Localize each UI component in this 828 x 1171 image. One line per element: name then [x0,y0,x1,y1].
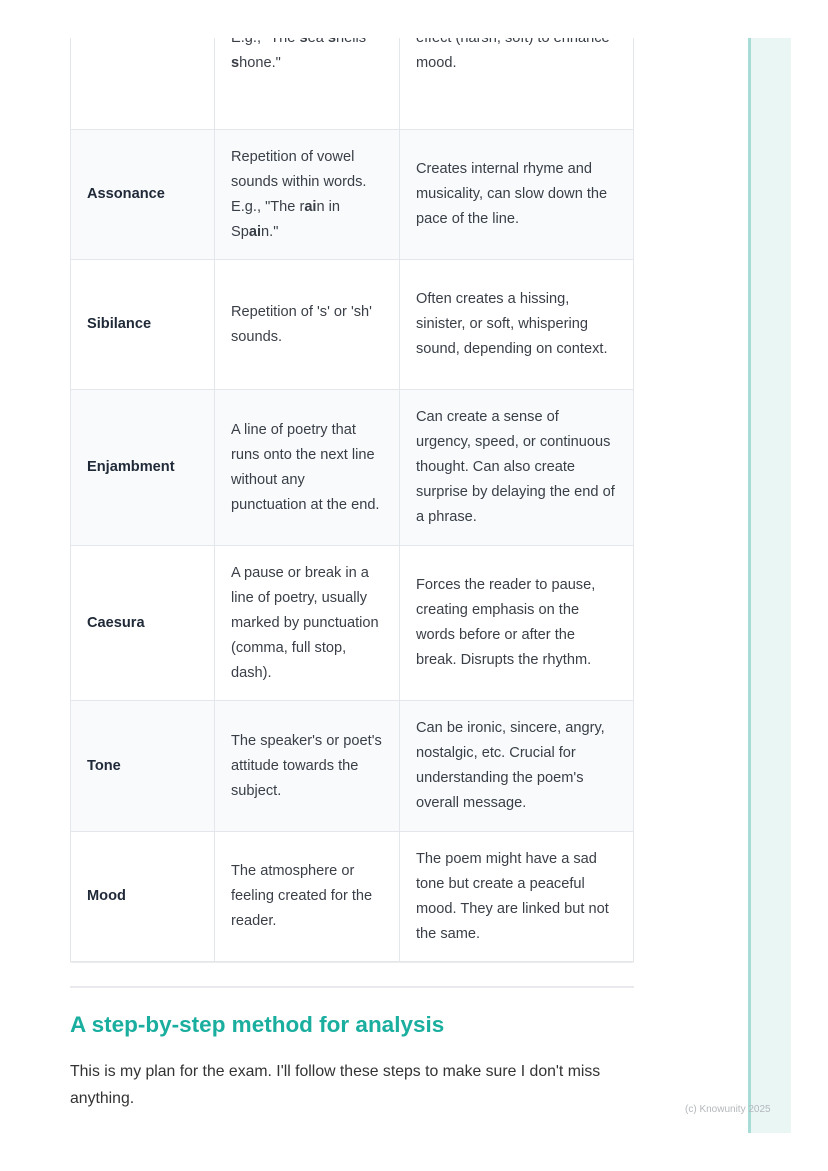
effect-cell: Can be ironic, sincere, angry, nostalgic… [399,700,634,832]
copyright-footer: (c) Knowunity 2025 [685,1104,771,1115]
term-cell: Sibilance [70,259,215,390]
definition-cell: consonant sounds. E.g., "The sea shells … [214,38,400,130]
term-cell: Tone [70,700,215,832]
emphasized-letters: ai [248,223,262,240]
definition-cell: The speaker's or poet's attitude towards… [214,700,400,832]
definition-cell: A line of poetry that runs onto the next… [214,389,400,546]
definition-text: Repetition of 's' or 'sh' sounds. [231,303,372,345]
definition-text: The speaker's or poet's attitude towards… [231,732,382,799]
table-row: Caesura A pause or break in a line of poe… [70,545,634,701]
definition-text: The atmosphere or feeling created for th… [231,863,373,929]
table-row: Sibilance Repetition of 's' or 'sh' sound… [70,259,634,390]
effect-cell: The poem might have a sad tone but creat… [399,831,634,962]
term-cell: Mood [70,831,215,962]
definition-text: n." [261,223,279,240]
effect-cell: Forces the reader to pause, creating emp… [399,545,634,701]
definition-cell: Repetition of vowel sounds within words.… [214,129,400,260]
literary-devices-table-container: consonant sounds. E.g., "The sea shells … [70,38,634,963]
definition-text: hells [336,38,366,46]
definition-text: A line of poetry that runs onto the next… [231,421,380,513]
table-row: Enjambment A line of poetry that runs ont… [70,389,634,546]
emphasized-letters: ai [304,198,317,215]
side-panel [748,38,791,1133]
table-row: Assonance Repetition of vowel sounds with… [70,129,634,260]
effect-cell: Creates internal rhyme and musicality, c… [399,129,634,260]
definition-text: Repetition of vowel sounds within words.… [231,148,367,215]
effect-cell: Can create a sense of urgency, speed, or… [399,389,634,546]
definition-text: ea [308,38,328,46]
term-cell: Caesura [70,545,215,701]
definition-text: consonant sounds. E.g., "The [231,38,354,46]
emphasized-letters: s [328,38,336,46]
emphasized-letters: s [299,38,307,46]
definition-cell: A pause or break in a line of poetry, us… [214,545,400,701]
table-row: Tone The speaker's or poet's attitude tow… [70,700,634,832]
term-cell [70,38,215,130]
definition-text: A pause or break in a line of poetry, us… [231,564,379,681]
table-row: consonant sounds. E.g., "The sea shells … [70,38,634,130]
definition-cell: Repetition of 's' or 'sh' sounds. [214,259,400,390]
term-cell: Assonance [70,129,215,260]
effect-cell: Often creates a hissing, sinister, or so… [399,259,634,390]
section-heading: A step-by-step method for analysis [70,1012,445,1037]
literary-devices-table: consonant sounds. E.g., "The sea shells … [70,38,634,962]
section-intro: This is my plan for the exam. I'll follo… [70,1063,601,1107]
emphasized-letters: s [231,54,240,71]
effect-cell: can create a specific sound effect (hars… [399,38,634,130]
definition-text: n in Sp [231,198,341,240]
definition-cell: The atmosphere or feeling created for th… [214,831,400,962]
section-divider [70,986,634,988]
definition-text: hone." [239,54,281,71]
table-row: Mood The atmosphere or feeling created fo… [70,831,634,962]
term-cell: Enjambment [70,389,215,546]
